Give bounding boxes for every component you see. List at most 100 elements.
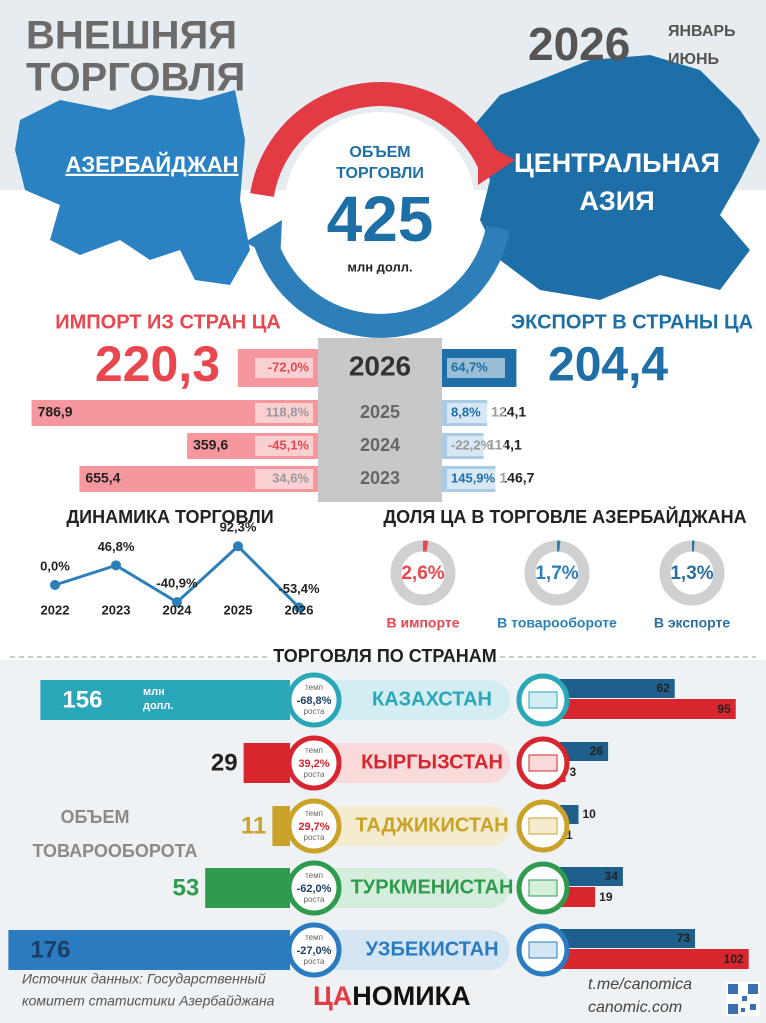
qr-code xyxy=(726,982,760,1016)
logo-part: НОМИКА xyxy=(352,981,470,1011)
growth-caption: роста xyxy=(304,770,325,779)
export-bar xyxy=(560,679,675,698)
export-title: ЭКСПОРТ В СТРАНЫ ЦА xyxy=(511,311,753,333)
donut-value: 1,7% xyxy=(535,563,578,584)
arrow-red xyxy=(250,82,501,198)
total-value: 425 xyxy=(327,183,434,255)
import-value: 1 xyxy=(566,828,573,842)
point-label: -53,4% xyxy=(278,581,320,596)
source: комитет статистики Азербайджана xyxy=(22,993,275,1009)
point xyxy=(294,602,304,613)
change-box xyxy=(255,403,313,423)
donut-label: В экспорте xyxy=(654,615,731,631)
growth-caption: роста xyxy=(304,707,325,716)
export-value: 146,7 xyxy=(499,470,534,486)
map-label: АЗЕРБАЙДЖАН xyxy=(65,152,238,177)
import-value: 359,6 xyxy=(193,437,228,453)
logo: ЦАНОМИКА xyxy=(313,981,471,1011)
growth-value: -27,0% xyxy=(297,945,332,957)
x-tick-label: 2023 xyxy=(102,602,131,617)
x-tick-label: 2025 xyxy=(224,602,253,617)
growth-caption: темп xyxy=(305,746,323,755)
import-value: 655,4 xyxy=(85,470,120,486)
export-change: 8,8% xyxy=(451,404,481,419)
total-circle xyxy=(284,112,476,304)
volume-unit: млн xyxy=(143,686,165,698)
dynamics-title: ДИНАМИКА ТОРГОВЛИ xyxy=(66,507,273,527)
growth-circle xyxy=(286,672,342,728)
x-tick-label: 2026 xyxy=(285,602,314,617)
point xyxy=(50,580,60,590)
import-value: 19 xyxy=(599,890,613,904)
country-pill xyxy=(300,743,510,783)
years-column xyxy=(318,338,442,502)
change-box xyxy=(447,436,505,456)
growth-caption: темп xyxy=(305,871,323,880)
point-label: 92,3% xyxy=(220,520,257,535)
import-bar xyxy=(560,699,736,719)
growth-circle xyxy=(286,798,342,854)
map-azerbaijan xyxy=(15,90,250,285)
flag-stripe xyxy=(528,691,558,709)
donut-value: 2,6% xyxy=(401,563,444,584)
import-value: 102 xyxy=(724,952,744,966)
change-box xyxy=(447,358,505,378)
export-change: 64,7% xyxy=(451,359,488,374)
growth-value: -68,8% xyxy=(297,695,332,707)
total-label: ТОРГОВЛИ xyxy=(336,165,424,182)
export-value: 34 xyxy=(605,869,619,883)
volume-unit: долл. xyxy=(143,700,173,712)
link[interactable]: canomic.com xyxy=(588,999,682,1016)
donut-arc xyxy=(390,540,456,606)
import-bar xyxy=(560,949,749,969)
total-label: ОБЪЕМ xyxy=(349,144,410,161)
export-bar xyxy=(560,929,696,948)
growth-caption: роста xyxy=(304,833,325,842)
country-pill xyxy=(300,930,510,970)
export-value: 73 xyxy=(677,931,691,945)
year-label: 2024 xyxy=(360,435,400,455)
donut-value: 1,3% xyxy=(670,563,713,584)
volume-bar xyxy=(8,930,291,970)
arrow-blue xyxy=(253,225,510,338)
map-label: АЗИЯ xyxy=(579,186,654,216)
point-label: 0,0% xyxy=(40,558,70,573)
export-value: 62 xyxy=(656,681,670,695)
year-label: 2023 xyxy=(360,468,400,488)
country-name: ТАДЖИКИСТАН xyxy=(355,814,508,836)
export-value: 204,4 xyxy=(548,339,668,392)
import-title: ИМПОРТ ИЗ СТРАН ЦА xyxy=(55,311,281,333)
flag-stripe xyxy=(528,817,558,835)
growth-caption: темп xyxy=(305,683,323,692)
growth-circle xyxy=(286,860,342,916)
link[interactable]: t.me/canomica xyxy=(588,976,692,993)
year: 2026 xyxy=(528,18,630,70)
x-tick-label: 2024 xyxy=(163,602,193,617)
source: Источник данных: Государственный xyxy=(22,971,266,987)
period: ИЮНЬ xyxy=(668,51,719,68)
growth-circle xyxy=(286,735,342,791)
period: ЯНВАРЬ xyxy=(668,23,736,40)
growth-caption: роста xyxy=(304,957,325,966)
country-pill xyxy=(300,868,510,908)
export-bar xyxy=(560,867,623,886)
logo-part: ЦА xyxy=(313,981,352,1011)
countries-title: ТОРГОВЛЯ ПО СТРАНАМ xyxy=(273,646,497,666)
donut-arc xyxy=(524,540,590,606)
flag-stripe xyxy=(528,754,558,772)
change-box xyxy=(255,436,313,456)
year-label: 2026 xyxy=(349,350,411,381)
side-label: ОБЪЕМ xyxy=(61,807,130,827)
change-box xyxy=(255,469,313,489)
donut-label: В товарообороте xyxy=(497,615,617,631)
year-label: 2025 xyxy=(360,402,400,422)
point-label: -40,9% xyxy=(156,576,198,591)
country-name: ТУРКМЕНИСТАН xyxy=(351,876,514,898)
arrow-head xyxy=(245,220,282,262)
country-name: КАЗАХСТАН xyxy=(372,688,492,710)
growth-caption: роста xyxy=(304,895,325,904)
point xyxy=(111,560,121,571)
flag-stripe xyxy=(528,941,558,959)
